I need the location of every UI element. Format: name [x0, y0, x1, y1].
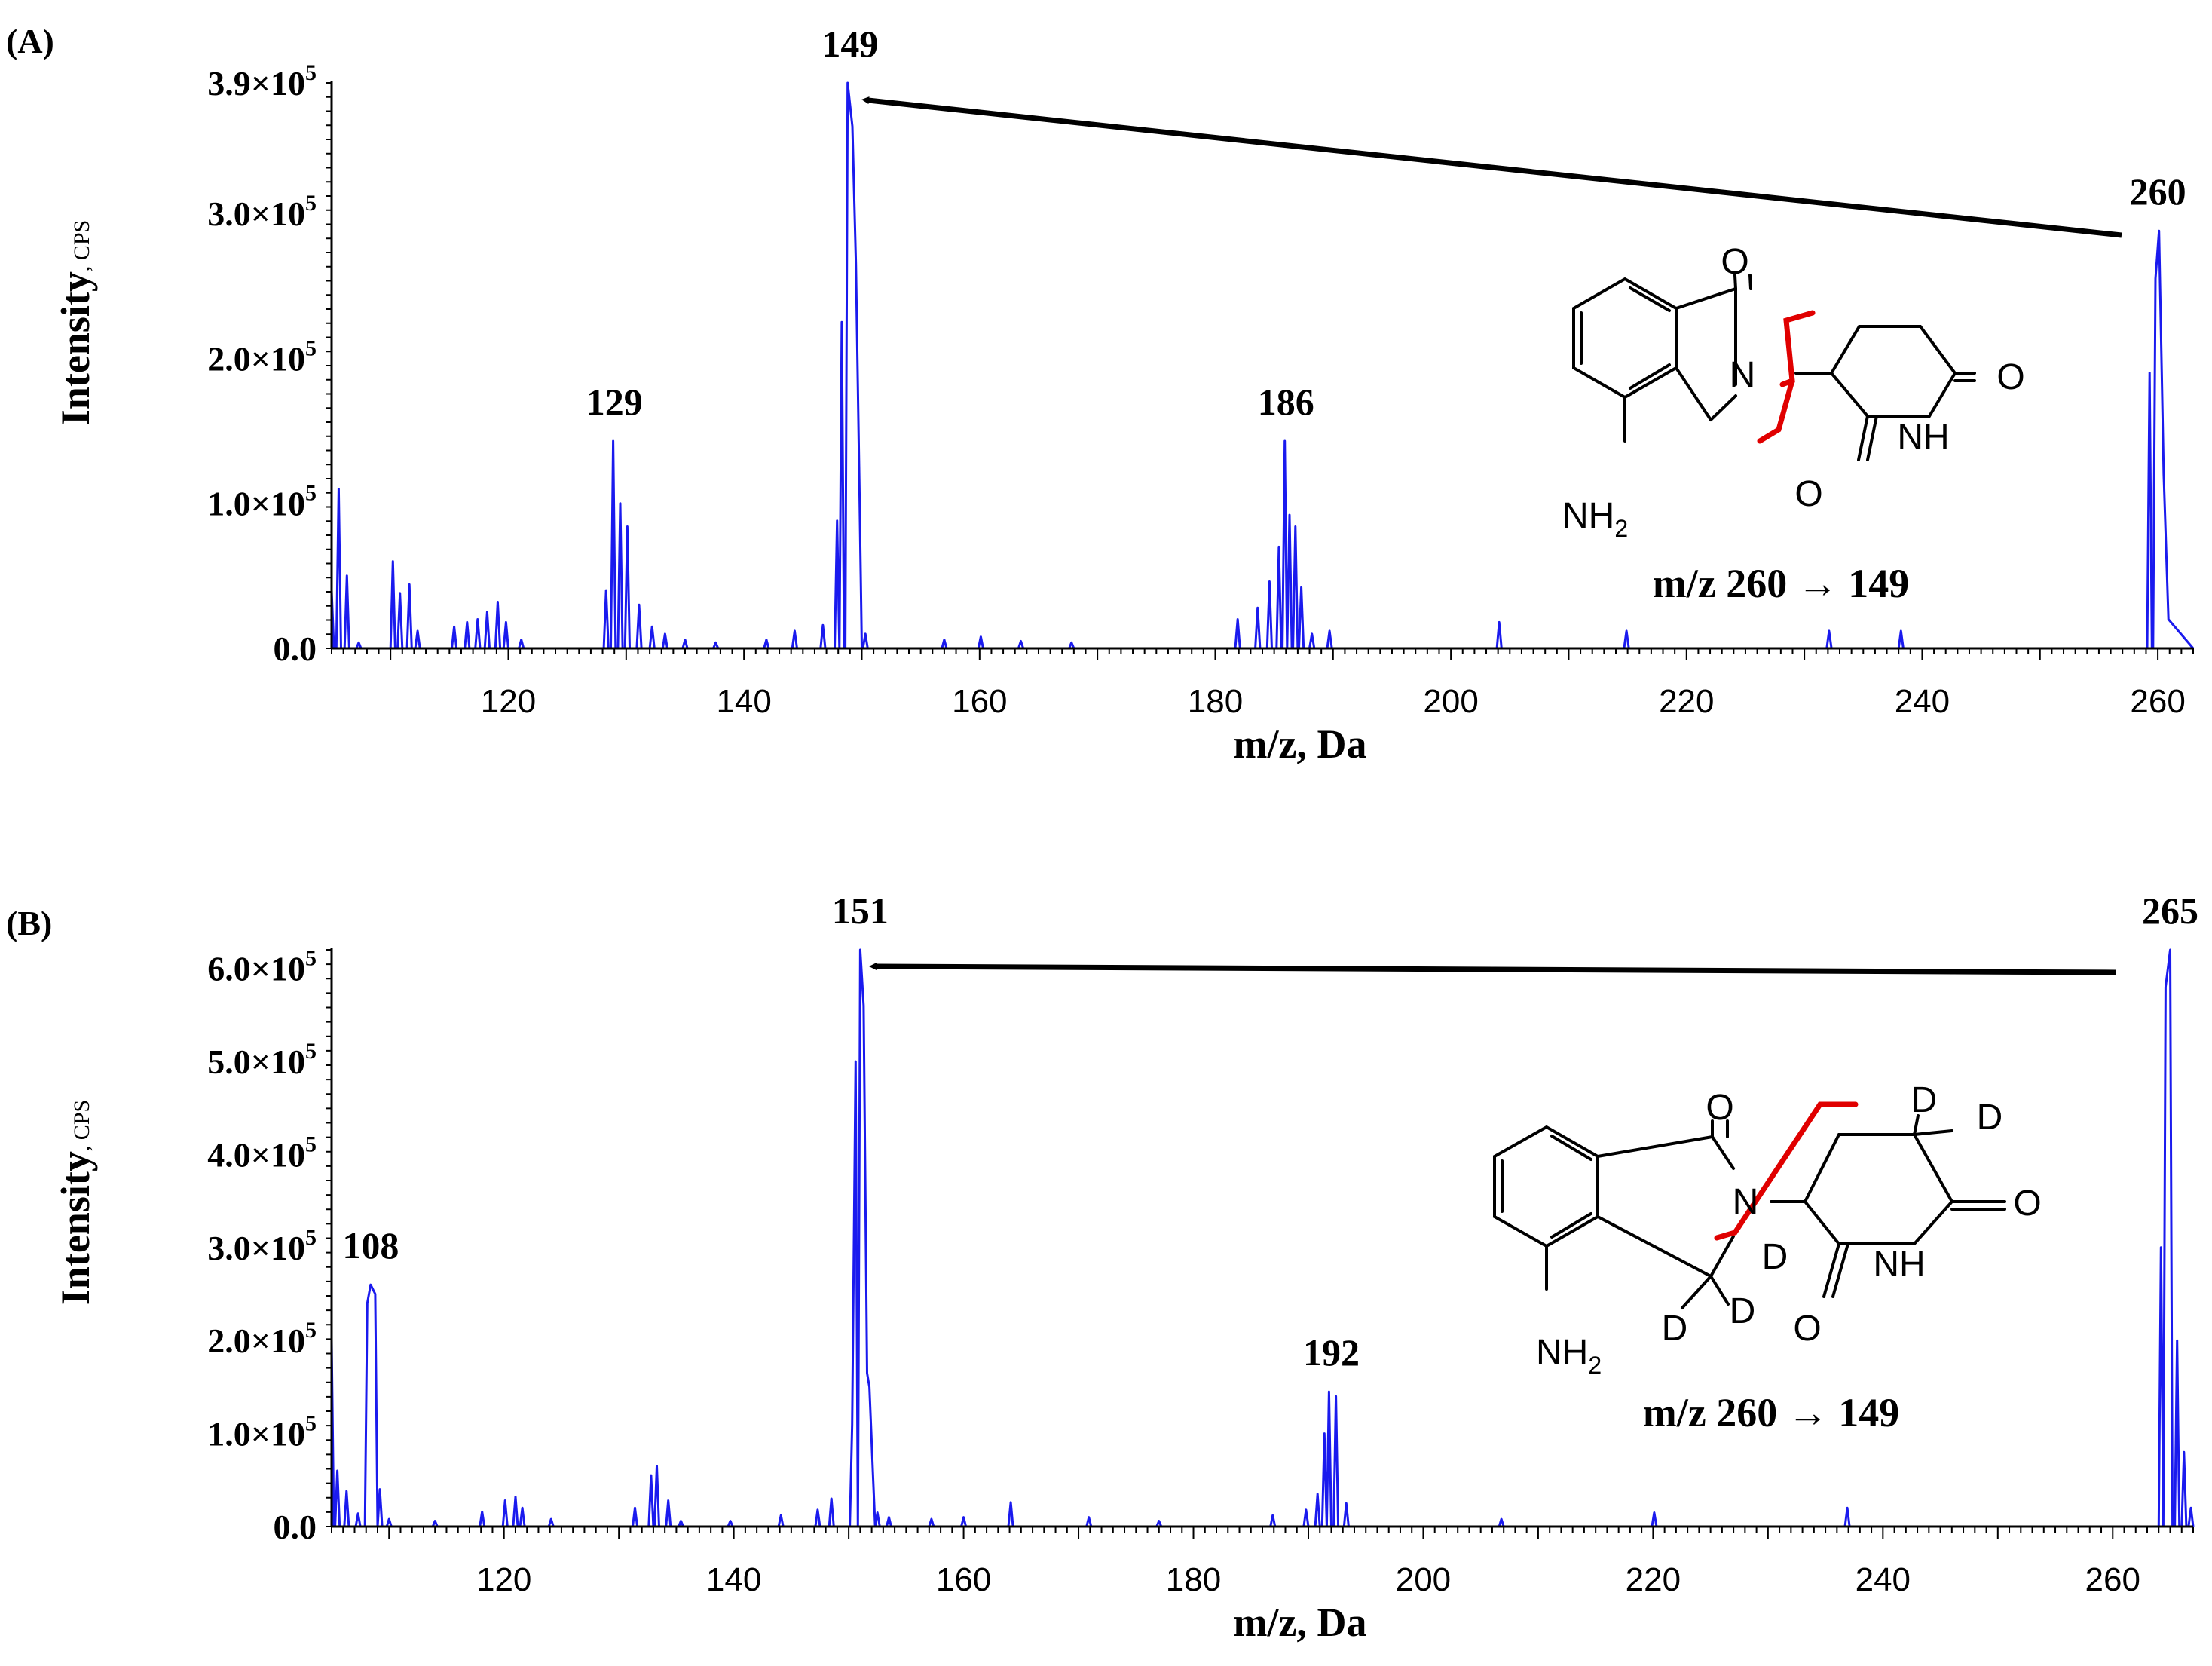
panel-b-structure-lenalidomide-d5 [1493, 1101, 2006, 1309]
atom-d-1: D [1911, 1080, 1938, 1120]
panel-a-ytick-2: 2.0×105 [207, 335, 317, 378]
peak-label-151: 151 [832, 890, 889, 932]
panel-a-xtick-220: 220 [1659, 683, 1714, 720]
peak-label-149: 149 [821, 23, 878, 65]
atom-d-3: D [1762, 1237, 1788, 1277]
panel-b-transition-label: m/z 260 → 149 [1643, 1390, 1899, 1435]
atom-o-right: O [1996, 357, 2024, 397]
atom-o-top: O [1721, 242, 1748, 282]
panel-b-xtick-200: 200 [1396, 1561, 1451, 1598]
atom-o-top-b: O [1706, 1088, 1733, 1128]
panel-b-ytick-1: 1.0×105 [207, 1411, 317, 1453]
panel-a-xtick-200: 200 [1423, 683, 1478, 720]
panel-a-ytick-1: 1.0×105 [207, 481, 317, 523]
atom-o-right-b: O [2013, 1184, 2041, 1223]
panel-a-xtick-260: 260 [2130, 683, 2185, 720]
panel-a-y-tick-labels: 0.0 1.0×105 2.0×105 3.0×105 3.9×105 [207, 60, 317, 668]
panel-a: (A) Intensity, CPS 0.0 1.0×105 2.0×105 3… [6, 22, 2195, 767]
panel-b-xtick-140: 140 [706, 1561, 761, 1598]
atom-n-b: N [1733, 1182, 1759, 1222]
peak-label-265: 265 [2142, 890, 2198, 932]
peak-label-186: 186 [1258, 381, 1314, 423]
panel-a-ylabel: Intensity [53, 271, 98, 425]
panel-a-label: (A) [6, 22, 54, 60]
panel-b-xtick-260: 260 [2085, 1561, 2140, 1598]
panel-a-x-tick-labels: 120 140 160 180 200 220 240 260 [481, 683, 2186, 720]
panel-a-fragmentation-arrow [861, 96, 2122, 238]
atom-d-5: D [1730, 1291, 1756, 1331]
panel-b-ytick-5: 5.0×105 [207, 1039, 317, 1081]
panel-b-xtick-120: 120 [476, 1561, 531, 1598]
panel-b-xtick-240: 240 [1856, 1561, 1911, 1598]
panel-b-ylabel: Intensity [53, 1151, 98, 1305]
panel-a-xtick-180: 180 [1188, 683, 1243, 720]
panel-b-xtick-160: 160 [936, 1561, 991, 1598]
panel-b-x-axis-title: m/z, Da [1234, 1600, 1367, 1645]
panel-a-ytick-3: 3.0×105 [207, 191, 317, 233]
panel-a-x-axis-title: m/z, Da [1234, 721, 1367, 767]
panel-a-ylabel-unit: , CPS [69, 220, 94, 271]
panel-a-xtick-240: 240 [1895, 683, 1950, 720]
panel-a-peak-labels: 129 149 186 260 [586, 23, 2186, 423]
panel-a-ticks [326, 82, 2194, 660]
panel-b-y-axis-title: Intensity, CPS [53, 1100, 98, 1305]
panel-b-ytick-3: 3.0×105 [207, 1225, 317, 1267]
atom-nh-b: NH [1873, 1245, 1925, 1285]
panel-a-transition-label: m/z 260 → 149 [1653, 561, 1909, 606]
panel-a-ytick-0: 0.0 [274, 629, 317, 668]
panel-a-xtick-160: 160 [952, 683, 1007, 720]
peak-label-129: 129 [586, 381, 643, 423]
panel-b-y-tick-labels: 0.0 1.0×105 2.0×105 3.0×105 4.0×105 5.0×… [207, 946, 317, 1546]
atom-o-bottom-b: O [1793, 1309, 1821, 1349]
panel-b-ytick-4: 4.0×105 [207, 1132, 317, 1174]
atom-n: N [1730, 355, 1756, 395]
peak-label-192: 192 [1303, 1331, 1360, 1374]
peak-label-108: 108 [342, 1224, 399, 1266]
atom-d-4: D [1662, 1309, 1688, 1349]
panel-b-ytick-2: 2.0×105 [207, 1318, 317, 1360]
svg-text:Intensity, CPS: Intensity, CPS [53, 1100, 98, 1305]
panel-a-spectrum-line [330, 81, 2195, 650]
panel-b-label: (B) [6, 904, 52, 942]
panel-a-xtick-140: 140 [716, 683, 771, 720]
panel-b-fragmentation-arrow [869, 963, 2117, 975]
panel-a-y-axis-title: Intensity, CPS [53, 220, 98, 425]
panel-a-structure-labels: O N O NH O NH2 [1562, 242, 2025, 542]
panel-b-spectrum-line [330, 948, 2195, 1528]
atom-nh2-b: NH2 [1536, 1333, 1602, 1379]
panel-a-xtick-120: 120 [481, 683, 536, 720]
panel-b-x-tick-labels: 120 140 160 180 200 220 240 260 [476, 1561, 2140, 1598]
atom-o-bottom: O [1794, 474, 1822, 514]
panel-b-ylabel-unit: , CPS [69, 1100, 94, 1151]
panel-b-structure-labels: O N O NH O NH2 D D D D D [1536, 1080, 2042, 1379]
atom-d-2: D [1977, 1098, 2003, 1138]
panel-b-ytick-0: 0.0 [274, 1508, 317, 1546]
panel-b-peak-labels: 108 151 192 265 [342, 890, 2198, 1374]
panel-b-xtick-220: 220 [1626, 1561, 1681, 1598]
atom-nh: NH [1897, 418, 1949, 458]
panel-b-ytick-6: 6.0×105 [207, 946, 317, 988]
peak-label-260: 260 [2130, 170, 2186, 213]
svg-text:Intensity, CPS: Intensity, CPS [53, 220, 98, 425]
panel-a-structure-lenalidomide [1572, 274, 1976, 461]
panel-a-ytick-4: 3.9×105 [207, 60, 317, 103]
panel-b-xtick-180: 180 [1166, 1561, 1221, 1598]
panel-b: (B) Intensity, CPS 0.0 1.0×105 2.0×105 3… [6, 890, 2198, 1645]
atom-nh2: NH2 [1562, 496, 1628, 542]
